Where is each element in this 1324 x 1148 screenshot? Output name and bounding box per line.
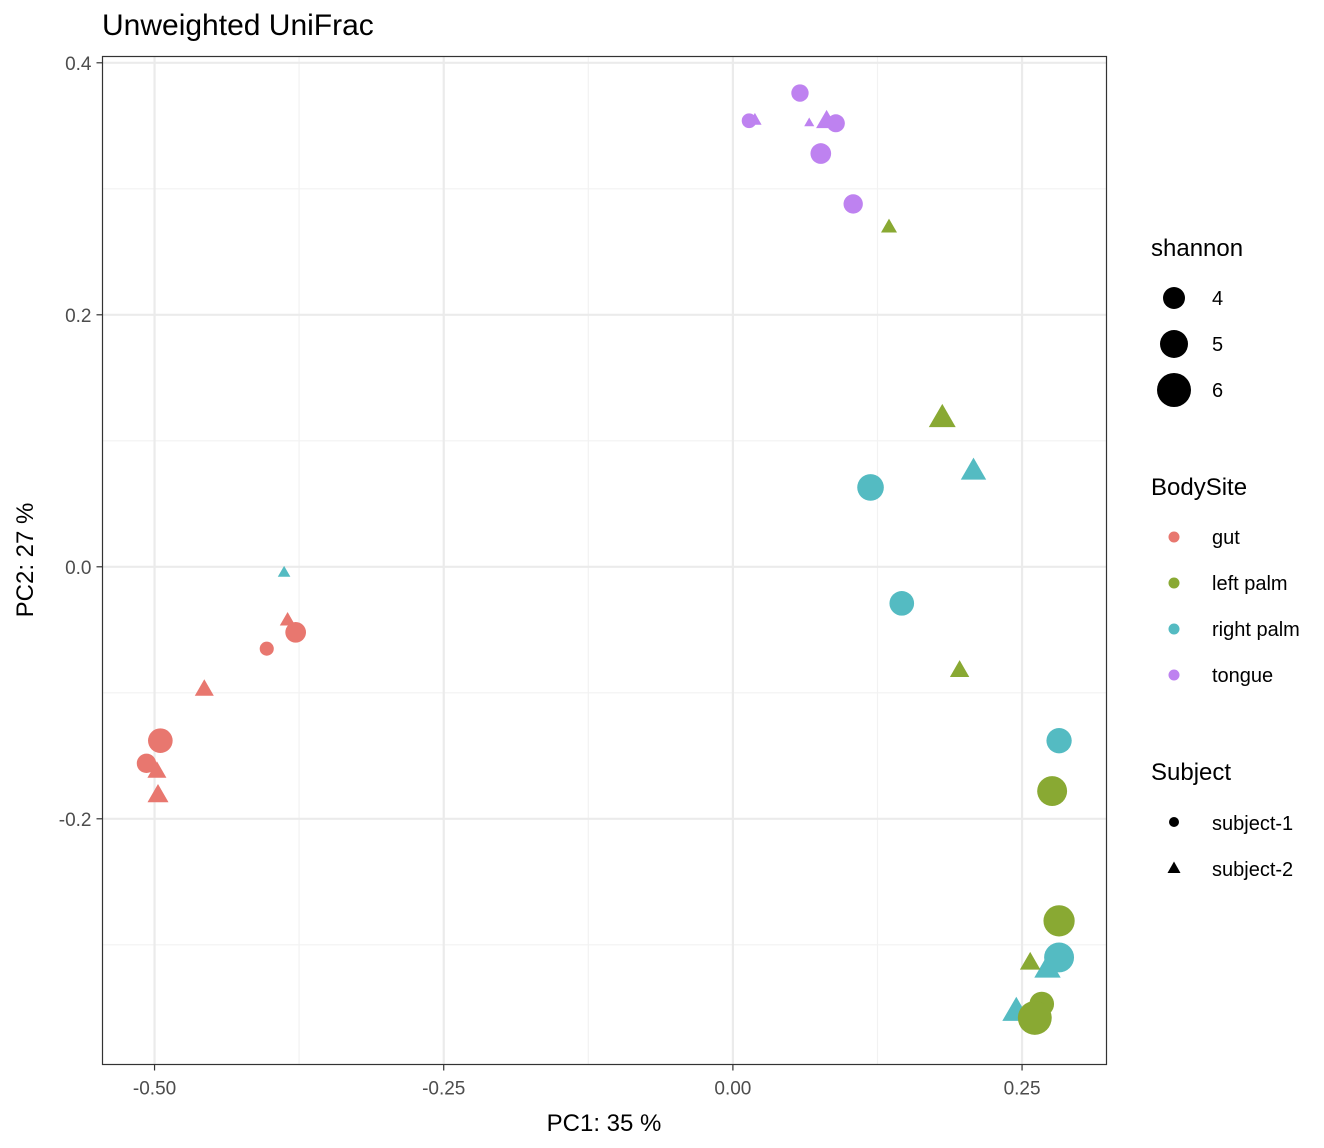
point-right-palm-subject-2 (1034, 954, 1061, 978)
point-gut-subject-2 (147, 784, 169, 803)
y-axis-label: PC2: 27 % (12, 503, 39, 618)
legend-shannon-4-label: 4 (1212, 288, 1223, 310)
legend-subject-1-label: subject-1 (1212, 813, 1293, 835)
y-tick-label: -0.2 (59, 810, 92, 831)
point-left-palm-subject-1 (1037, 776, 1068, 807)
legend-shannon-5-label: 5 (1212, 334, 1223, 356)
x-tick-label: 0.00 (714, 1079, 751, 1100)
legend-gut-swatch (1168, 531, 1180, 543)
point-left-palm-subject-1 (1043, 905, 1075, 937)
x-tick-label: -0.50 (133, 1079, 176, 1100)
point-tongue-subject-2 (748, 112, 762, 125)
y-tick-label: 0.2 (65, 306, 91, 327)
legend-shannon-6-circle (1157, 373, 1191, 407)
point-gut-subject-1 (259, 641, 274, 656)
legend-bodysite: BodySite gut left palm right palm tongue (1151, 474, 1300, 687)
point-right-palm-subject-2 (960, 457, 987, 480)
point-gut-subject-1 (136, 753, 157, 774)
legend-shannon-title: shannon (1151, 235, 1243, 262)
legend-shannon: shannon 4 5 6 (1151, 235, 1243, 407)
legend-subject: Subject subject-1 subject-2 (1151, 759, 1293, 881)
point-gut-subject-1 (148, 728, 173, 753)
x-tick-label: 0.25 (1004, 1079, 1041, 1100)
point-tongue-subject-2 (804, 117, 815, 127)
x-axis-ticks: -0.50 -0.25 0.00 0.25 (133, 1064, 1041, 1100)
legend-shannon-5-circle (1160, 330, 1188, 358)
point-left-palm-subject-2 (928, 403, 956, 428)
panel-border (101, 55, 1108, 1066)
point-right-palm-subject-1 (1046, 728, 1072, 754)
legend-gut-label: gut (1212, 527, 1240, 549)
data-points (136, 84, 1075, 1035)
y-tick-label: 0.0 (65, 558, 91, 579)
legend-subject-title: Subject (1151, 759, 1231, 786)
point-right-palm-subject-1 (889, 591, 915, 616)
legend-shannon-6-label: 6 (1212, 380, 1223, 402)
legend-left-palm-swatch (1168, 577, 1180, 589)
y-axis-ticks: 0.4 0.2 0.0 -0.2 (59, 54, 103, 831)
legend-subject-2-label: subject-2 (1212, 859, 1293, 881)
point-left-palm-subject-2 (1019, 951, 1041, 970)
legend-tongue-swatch (1168, 669, 1180, 681)
y-tick-label: 0.4 (65, 54, 92, 75)
legend-right-palm-swatch (1168, 623, 1180, 635)
point-tongue-subject-1 (810, 143, 832, 164)
grid-major (102, 56, 1107, 1065)
legend-subject-2-triangle (1167, 861, 1181, 873)
point-tongue-subject-2 (816, 109, 838, 129)
point-left-palm-subject-1 (1017, 1000, 1052, 1035)
point-gut-subject-2 (279, 612, 296, 626)
point-gut-subject-2 (194, 679, 214, 696)
point-left-palm-subject-2 (949, 660, 970, 677)
x-tick-label: -0.25 (422, 1079, 465, 1100)
legend-shannon-4-circle (1163, 287, 1185, 309)
point-gut-subject-2 (147, 761, 167, 778)
point-tongue-subject-1 (843, 194, 863, 214)
legend-bodysite-title: BodySite (1151, 474, 1247, 501)
legend-left-palm-label: left palm (1212, 573, 1288, 595)
point-right-palm-subject-2 (277, 565, 291, 577)
chart-title: Unweighted UniFrac (102, 9, 374, 42)
grid-minor (102, 56, 1107, 1065)
point-tongue-subject-1 (791, 84, 809, 102)
legend-subject-1-circle (1169, 817, 1179, 827)
legend-tongue-label: tongue (1212, 665, 1273, 687)
point-gut-subject-1 (285, 621, 307, 643)
point-right-palm-subject-1 (857, 474, 884, 501)
x-axis-label: PC1: 35 % (547, 1110, 662, 1137)
legend-right-palm-label: right palm (1212, 619, 1300, 641)
point-left-palm-subject-2 (881, 218, 897, 233)
